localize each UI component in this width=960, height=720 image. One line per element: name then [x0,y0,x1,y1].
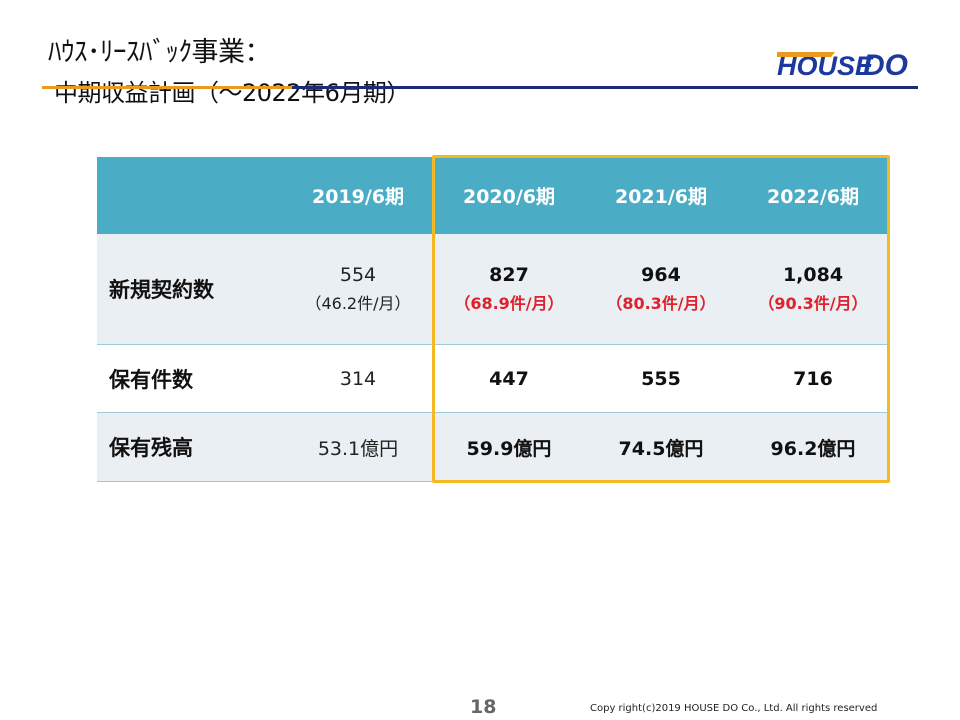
table-cell: 74.5億円 [585,412,737,482]
table-header-row: 2019/6期 2020/6期 2021/6期 2022/6期 [97,157,889,234]
table-cell: 555 [585,344,737,413]
column-header: 2020/6期 [433,157,585,234]
column-header: 2021/6期 [585,157,737,234]
row-label: 保有残高 [97,412,283,482]
cell-subvalue: （46.2件/月） [305,294,411,313]
table-row: 保有件数 314 447 555 716 [97,344,889,413]
table-cell: 554 （46.2件/月） [283,234,433,345]
row-label: 新規契約数 [97,234,283,345]
table-cell: 96.2億円 [737,412,889,482]
page-title: ﾊｳｽ･ﾘｰｽﾊﾞｯｸ事業： 中期収益計画（～2022年6月期） [48,30,410,107]
cell-value: 827 [489,264,529,286]
copyright-notice: Copy right(c)2019 HOUSE DO Co., Ltd. All… [590,703,878,714]
table-row: 保有残高 53.1億円 59.9億円 74.5億円 96.2億円 [97,412,889,482]
cell-subvalue: （80.3件/月） [606,294,716,313]
table-cell: 716 [737,344,889,413]
row-label: 保有件数 [97,344,283,413]
table-row: 新規契約数 554 （46.2件/月） 827 （68.9件/月） 964 （8… [97,234,889,345]
cell-subvalue: （90.3件/月） [758,294,868,313]
plan-table: 2019/6期 2020/6期 2021/6期 2022/6期 新規契約数 55… [97,157,889,482]
cell-value: 554 [339,264,377,286]
column-header [97,157,283,234]
house-do-logo: HOUSE DO [777,49,908,82]
column-header: 2022/6期 [737,157,889,234]
table-cell: 964 （80.3件/月） [585,234,737,345]
table-cell: 314 [283,344,433,413]
page-number: 18 [470,696,497,718]
table-cell: 1,084 （90.3件/月） [737,234,889,345]
header-rule-navy [292,86,918,89]
header-rule-orange [42,86,292,89]
table-cell: 53.1億円 [283,412,433,482]
plan-table-container: 2019/6期 2020/6期 2021/6期 2022/6期 新規契約数 55… [97,157,889,482]
logo-text-right: DO [863,49,908,82]
cell-subvalue: （68.9件/月） [454,294,564,313]
logo-swoosh [777,52,835,57]
column-header: 2019/6期 [283,157,433,234]
cell-value: 1,084 [782,264,844,286]
cell-value: 964 [641,264,681,286]
table-cell: 59.9億円 [433,412,585,482]
title-sub: 中期収益計画（～2022年6月期） [54,79,410,107]
table-cell: 827 （68.9件/月） [433,234,585,345]
table-cell: 447 [433,344,585,413]
title-main: ﾊｳｽ･ﾘｰｽﾊﾞｯｸ事業： [48,37,272,68]
